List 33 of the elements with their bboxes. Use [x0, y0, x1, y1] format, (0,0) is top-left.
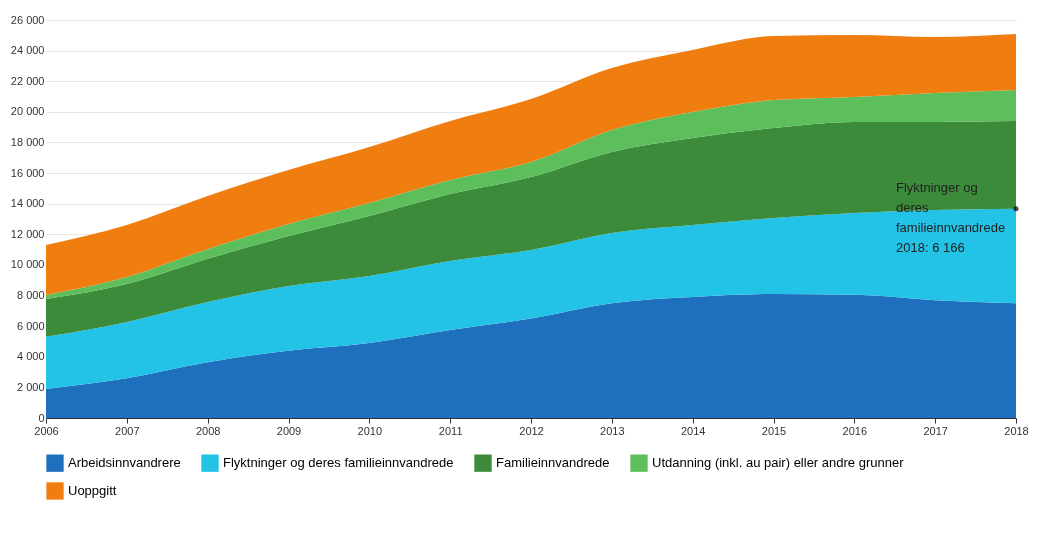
x-tick-label: 2006 — [34, 424, 59, 437]
y-tick-label: 26 000 — [10, 13, 45, 26]
x-tick-label: 2013 — [600, 424, 625, 437]
y-tick-label: 12 000 — [10, 227, 45, 240]
y-tick-label: 20 000 — [10, 105, 45, 118]
x-tick-label: 2014 — [680, 424, 706, 437]
legend-label: Uoppgitt — [68, 483, 117, 498]
x-tick-label: 2010 — [357, 424, 383, 437]
y-tick-label: 2 000 — [16, 380, 45, 393]
x-tick-label: 2009 — [276, 424, 302, 437]
annotation: Flyktninger og deres familieinnvandrede 2018: 6 166 — [896, 179, 1006, 255]
y-tick-label: 6 000 — [16, 319, 45, 332]
y-tick-label: 4 000 — [16, 350, 45, 363]
x-tick-label: 2012 — [519, 424, 544, 437]
x-tick-label: 2007 — [115, 424, 140, 437]
x-tick-label: 2018 — [1004, 424, 1029, 437]
legend-label: Arbeidsinnvandrere — [68, 455, 181, 471]
y-tick-label: 10 000 — [10, 258, 45, 271]
x-tick-label: 2011 — [438, 424, 463, 437]
y-tick-label: 16 000 — [10, 166, 45, 179]
y-tick-label: 24 000 — [10, 44, 45, 57]
y-tick-label: 18 000 — [10, 135, 45, 148]
x-tick-label: 2017 — [923, 424, 948, 437]
legend-label: Utdanning (inkl. au pair) eller andre grunner — [652, 455, 905, 471]
x-tick-label: 2016 — [842, 424, 868, 437]
x-tick-label: 2015 — [761, 424, 787, 437]
y-tick-label: 22 000 — [10, 74, 45, 87]
legend-label: Flyktninger og deres familieinnvandrede — [223, 455, 454, 471]
y-tick-label: 14 000 — [10, 197, 45, 210]
y-tick-label: 0 — [38, 411, 45, 424]
y-tick-label: 8 000 — [16, 289, 45, 302]
legend-label: Familieinnvandrede — [496, 455, 610, 471]
x-tick-label: 2008 — [195, 424, 221, 437]
